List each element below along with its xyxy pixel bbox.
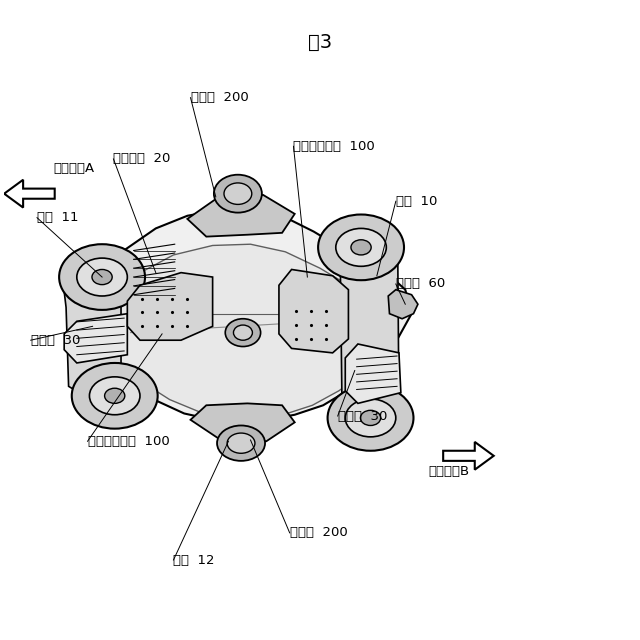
- Ellipse shape: [318, 214, 404, 280]
- Ellipse shape: [217, 426, 265, 461]
- Text: ダクト  30: ダクト 30: [31, 333, 80, 347]
- Text: 電動機  200: 電動機 200: [290, 526, 348, 540]
- Polygon shape: [127, 273, 212, 340]
- Polygon shape: [102, 244, 392, 420]
- Ellipse shape: [328, 385, 413, 451]
- Text: 台車  10: 台車 10: [396, 195, 437, 208]
- Ellipse shape: [227, 433, 255, 453]
- Ellipse shape: [90, 377, 140, 415]
- Polygon shape: [64, 314, 127, 363]
- Polygon shape: [345, 344, 401, 403]
- Polygon shape: [339, 230, 399, 424]
- Polygon shape: [188, 195, 295, 237]
- Ellipse shape: [336, 228, 387, 266]
- Text: 車輪  12: 車輪 12: [173, 554, 215, 566]
- Text: 送風手段  20: 送風手段 20: [113, 152, 171, 165]
- Text: 車軸  11: 車軸 11: [37, 211, 79, 224]
- Polygon shape: [77, 206, 412, 422]
- Ellipse shape: [224, 183, 252, 204]
- Text: 開口部  60: 開口部 60: [396, 278, 445, 291]
- Polygon shape: [443, 442, 493, 470]
- Polygon shape: [64, 276, 121, 399]
- Ellipse shape: [77, 258, 127, 296]
- Polygon shape: [388, 290, 418, 319]
- Ellipse shape: [234, 325, 252, 340]
- Text: 走行方向A: 走行方向A: [53, 162, 95, 175]
- Ellipse shape: [345, 399, 396, 437]
- Polygon shape: [191, 403, 295, 442]
- Text: 電動機  200: 電動機 200: [191, 91, 248, 104]
- Text: 走行方向B: 走行方向B: [429, 465, 470, 478]
- Ellipse shape: [72, 363, 157, 429]
- Text: 電力変換装置  100: 電力変換装置 100: [88, 435, 170, 448]
- Ellipse shape: [225, 319, 260, 346]
- Ellipse shape: [92, 269, 112, 285]
- Text: 図3: 図3: [308, 33, 332, 52]
- Ellipse shape: [214, 175, 262, 212]
- Ellipse shape: [360, 410, 381, 426]
- Text: ダクト  30: ダクト 30: [338, 410, 387, 422]
- Ellipse shape: [351, 240, 371, 255]
- Polygon shape: [279, 269, 348, 353]
- Polygon shape: [4, 180, 54, 207]
- Ellipse shape: [59, 244, 145, 310]
- Ellipse shape: [104, 388, 125, 403]
- Text: 電力変換装置  100: 電力変換装置 100: [294, 140, 375, 153]
